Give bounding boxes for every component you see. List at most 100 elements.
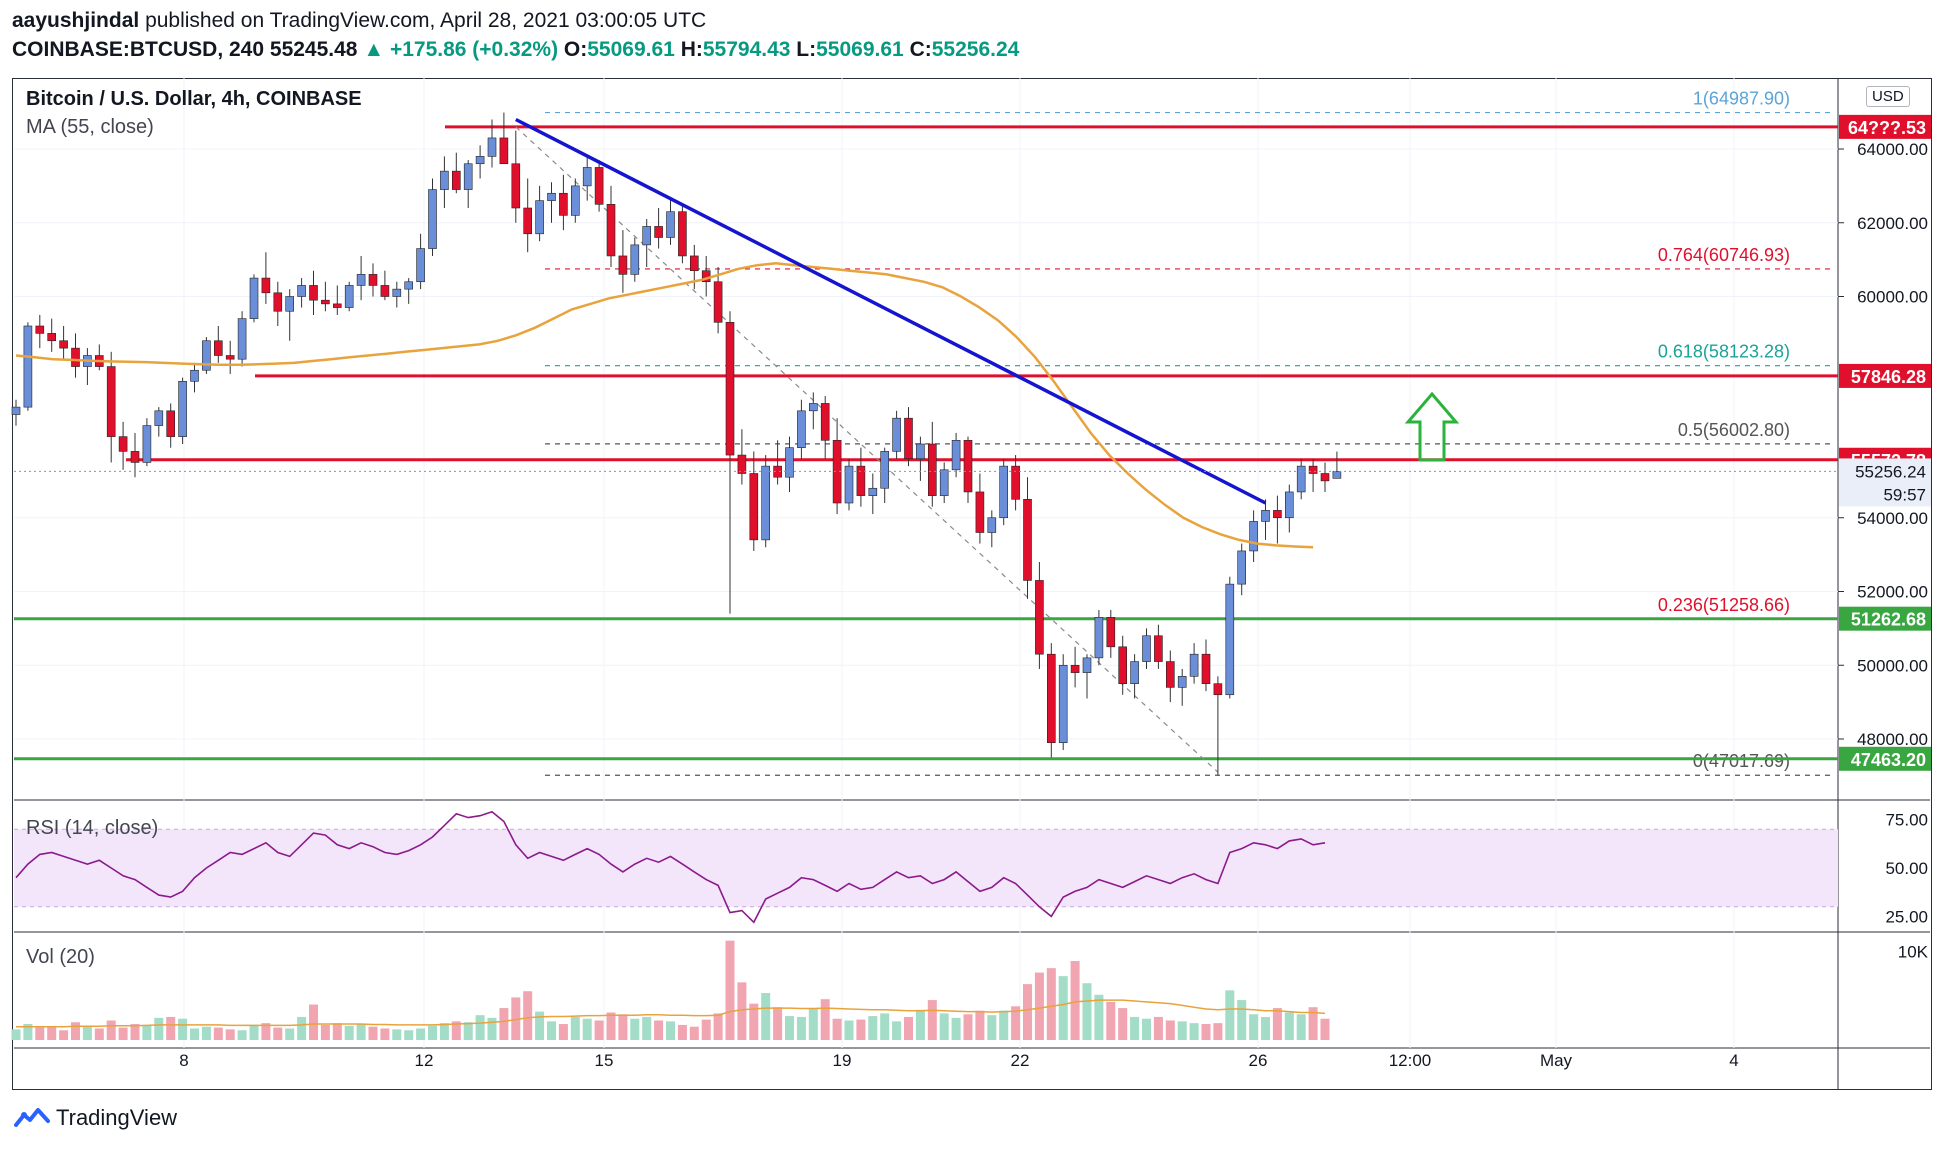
volume-tick-label: 10K <box>1898 942 1929 961</box>
volume-bar <box>535 1011 545 1040</box>
x-tick-label: 19 <box>833 1051 852 1070</box>
volume-bar <box>332 1023 342 1040</box>
candle-down <box>1201 653 1211 684</box>
volume-bar <box>1023 984 1032 1040</box>
high-value: 55794.43 <box>702 38 791 61</box>
volume-bar <box>689 1026 699 1040</box>
volume-bar <box>570 1016 580 1040</box>
brand-name: TradingView <box>56 1105 178 1130</box>
candle-up <box>154 410 164 426</box>
volume-bar <box>1272 1008 1282 1040</box>
volume-bar <box>404 1030 414 1040</box>
volume-bar <box>892 1021 902 1040</box>
candle-down <box>713 281 723 323</box>
candle-down <box>606 204 616 257</box>
candle-up <box>1130 661 1139 684</box>
y-tick-label: 54000.00 <box>1857 509 1928 528</box>
rsi-legend[interactable]: RSI (14, close) <box>26 817 159 839</box>
candle-up <box>142 425 152 463</box>
y-tick-label: 52000.00 <box>1857 583 1928 602</box>
y-tick-label: 50000.00 <box>1857 656 1928 675</box>
candle-up <box>202 340 211 371</box>
candle-down <box>1035 580 1044 655</box>
candle-up <box>939 469 949 496</box>
volume-bar <box>23 1024 33 1040</box>
fib-level-label: 1(64987.90) <box>1693 89 1790 109</box>
candle-down <box>332 303 342 308</box>
candle-up <box>285 296 295 312</box>
volume-bar <box>190 1028 199 1040</box>
currency-badge[interactable]: USD <box>1866 86 1910 107</box>
volume-bar <box>1046 968 1056 1040</box>
candle-down <box>35 325 45 334</box>
x-tick-label: 15 <box>595 1051 614 1070</box>
candle-up <box>1237 550 1246 585</box>
volume-bar <box>1106 1001 1116 1040</box>
volume-bar <box>475 1015 485 1040</box>
candle-up <box>868 487 878 496</box>
candle-down <box>1011 465 1020 500</box>
close-value: 55256.24 <box>931 38 1020 61</box>
candle-up <box>951 440 961 471</box>
volume-bar <box>1189 1023 1199 1040</box>
candle-down <box>523 207 533 235</box>
candle-down <box>737 454 747 474</box>
volume-bar <box>904 1016 913 1040</box>
ma-legend[interactable]: MA (55, close) <box>26 116 154 138</box>
candle-down <box>820 403 830 441</box>
candle-down <box>904 417 913 460</box>
volume-bar <box>749 1003 759 1040</box>
publish-header: aayushjindal published on TradingView.co… <box>12 6 1019 64</box>
candle-down <box>1023 499 1032 581</box>
volume-bar <box>1130 1016 1140 1040</box>
candle-up <box>582 167 592 187</box>
candle-up <box>178 381 187 437</box>
candle-up <box>1142 635 1151 662</box>
volume-bar <box>1237 1000 1247 1040</box>
volume-bar <box>1201 1024 1211 1040</box>
candle-up <box>808 403 818 412</box>
volume-bar <box>558 1024 568 1040</box>
volume-legend[interactable]: Vol (20) <box>26 946 95 968</box>
rsi-tick-label: 75.00 <box>1885 811 1928 830</box>
volume-bar <box>1284 1012 1294 1040</box>
y-tick-label: 64000.00 <box>1857 140 1928 159</box>
volume-bar <box>285 1028 295 1040</box>
volume-bar <box>225 1029 235 1040</box>
candle-up <box>642 226 652 246</box>
volume-bar <box>297 1016 307 1040</box>
candle-down <box>511 163 521 209</box>
candle-down <box>773 465 782 478</box>
candle-down <box>309 285 318 301</box>
footer-brand[interactable]: TradingView <box>14 1105 177 1131</box>
rsi-band <box>14 829 1838 907</box>
candle-up <box>428 189 437 249</box>
candle-down <box>1154 635 1163 662</box>
candle-down <box>749 473 759 541</box>
x-tick-label: 4 <box>1729 1051 1738 1070</box>
candle-up <box>440 170 449 190</box>
volume-bar <box>1034 972 1044 1040</box>
volume-bar <box>47 1026 57 1040</box>
x-tick-label: 26 <box>1249 1051 1268 1070</box>
author-name[interactable]: aayushjindal <box>12 9 140 32</box>
candle-down <box>856 465 866 496</box>
volume-bar <box>392 1029 402 1040</box>
up-arrow-icon <box>1404 391 1460 462</box>
open-value: 55069.61 <box>587 38 675 61</box>
candle-down <box>927 443 937 496</box>
volume-bar <box>796 1016 806 1040</box>
candle-down <box>225 355 235 360</box>
candle-up <box>547 192 556 201</box>
candle-up <box>23 325 33 408</box>
candle-up <box>797 410 806 448</box>
volume-bar <box>178 1018 188 1040</box>
volume-bar <box>1225 990 1235 1040</box>
volume-bar <box>59 1030 69 1040</box>
candle-up <box>249 277 259 319</box>
candle-down <box>1320 473 1330 482</box>
volume-bar <box>94 1028 104 1040</box>
volume-bar <box>154 1017 164 1040</box>
chart-frame[interactable] <box>12 78 1932 1090</box>
